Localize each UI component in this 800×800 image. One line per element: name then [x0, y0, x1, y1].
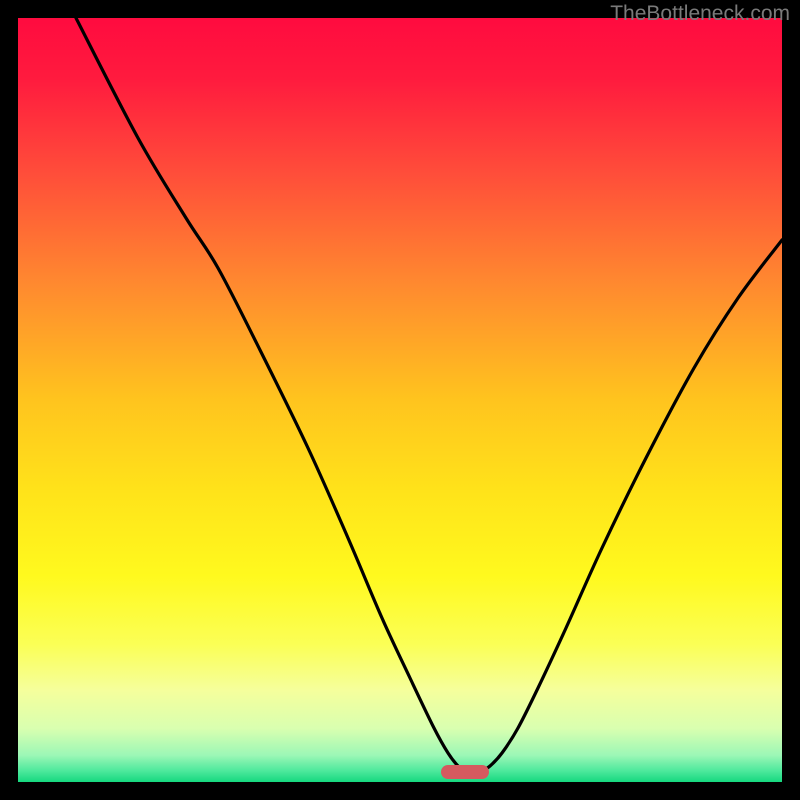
- watermark-text: TheBottleneck.com: [610, 2, 790, 26]
- bottleneck-curve: [18, 18, 782, 782]
- optimal-marker: [441, 765, 489, 779]
- plot-area: [18, 18, 782, 782]
- chart-frame: TheBottleneck.com: [0, 0, 800, 800]
